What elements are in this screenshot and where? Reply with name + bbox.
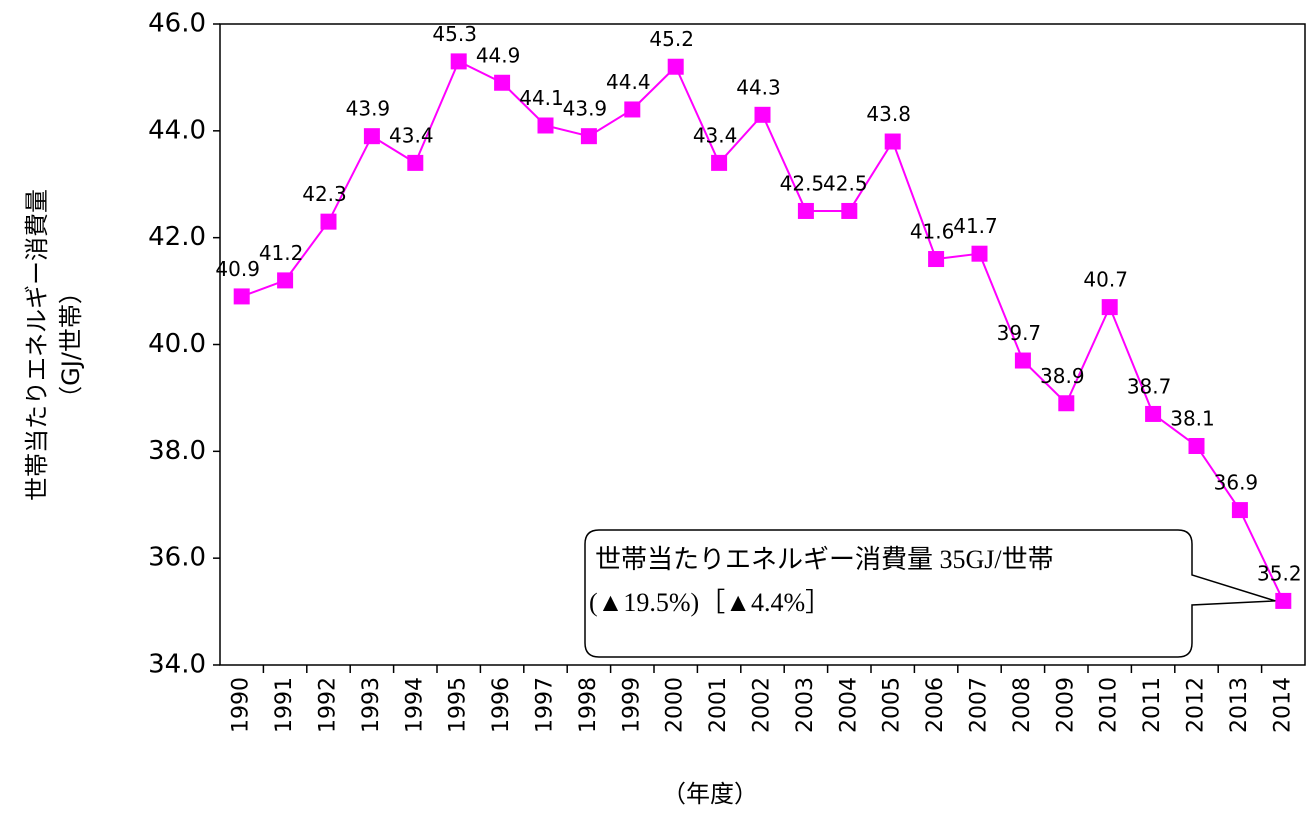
y-tick-label: 40.0 bbox=[148, 329, 206, 359]
marker bbox=[1231, 502, 1248, 519]
data-label: 44.1 bbox=[519, 86, 564, 110]
data-label: 40.7 bbox=[1083, 268, 1128, 292]
x-tick-label: 1995 bbox=[446, 677, 471, 733]
data-label: 45.2 bbox=[649, 27, 694, 51]
marker bbox=[754, 106, 771, 123]
x-tick-label: 2010 bbox=[1097, 677, 1122, 733]
marker bbox=[1275, 592, 1292, 609]
x-tick-label: 1999 bbox=[619, 677, 644, 733]
x-tick-label: 2007 bbox=[967, 677, 992, 733]
x-tick-label: 1996 bbox=[489, 677, 514, 733]
data-label: 40.9 bbox=[215, 257, 260, 281]
x-tick-label: 2008 bbox=[1010, 677, 1035, 733]
data-label: 45.3 bbox=[432, 22, 477, 46]
x-tick-label: 2000 bbox=[663, 677, 688, 733]
data-label: 39.7 bbox=[997, 321, 1042, 345]
data-label: 41.6 bbox=[910, 220, 955, 244]
marker bbox=[537, 117, 554, 134]
y-tick-label: 36.0 bbox=[148, 543, 206, 573]
x-tick-label: 1993 bbox=[359, 677, 384, 733]
marker bbox=[928, 251, 945, 268]
data-label: 43.4 bbox=[389, 123, 434, 147]
marker bbox=[1145, 405, 1162, 422]
x-tick-label: 2006 bbox=[923, 677, 948, 733]
marker bbox=[494, 74, 511, 91]
x-tick-label: 1998 bbox=[576, 677, 601, 733]
marker bbox=[1058, 395, 1075, 412]
data-label: 42.5 bbox=[780, 171, 825, 195]
data-label: 35.2 bbox=[1257, 561, 1302, 585]
x-tick-label: 1994 bbox=[402, 677, 427, 733]
data-label: 44.9 bbox=[476, 43, 521, 67]
x-tick-label: 2003 bbox=[793, 677, 818, 733]
data-label: 38.7 bbox=[1127, 374, 1172, 398]
x-tick-label: 1991 bbox=[272, 677, 297, 733]
marker bbox=[407, 154, 424, 171]
annotation: 世帯当たりエネルギー消費量 35GJ/世帯 bbox=[595, 545, 1054, 574]
marker bbox=[1188, 437, 1205, 454]
data-label: 44.4 bbox=[606, 70, 651, 94]
y-tick-label: 38.0 bbox=[148, 436, 206, 466]
data-label: 41.2 bbox=[259, 241, 304, 265]
marker bbox=[580, 128, 597, 145]
data-label: 44.3 bbox=[736, 75, 781, 99]
marker bbox=[1014, 352, 1031, 369]
data-label: 38.9 bbox=[1040, 364, 1085, 388]
marker bbox=[667, 58, 684, 75]
marker bbox=[277, 272, 294, 289]
x-tick-label: 1990 bbox=[229, 677, 254, 733]
x-tick-label: 2011 bbox=[1140, 677, 1165, 733]
marker bbox=[450, 53, 467, 70]
x-tick-label: 2005 bbox=[880, 677, 905, 733]
callout bbox=[584, 529, 1276, 658]
annotation: (▲19.5%)［▲4.4%］ bbox=[589, 588, 831, 617]
marker bbox=[711, 154, 728, 171]
marker bbox=[320, 213, 337, 230]
y-axis-label: （GJ/世帯） bbox=[57, 280, 85, 410]
marker bbox=[363, 128, 380, 145]
data-label: 43.9 bbox=[563, 97, 608, 121]
x-tick-label: 1992 bbox=[316, 677, 341, 733]
data-label: 43.8 bbox=[866, 102, 911, 126]
marker bbox=[971, 245, 988, 262]
data-label: 43.9 bbox=[346, 97, 391, 121]
x-axis-label: （年度） bbox=[662, 780, 758, 808]
x-tick-label: 1997 bbox=[533, 677, 558, 733]
y-axis-label: 世帯当たりエネルギー消費量 bbox=[23, 189, 51, 501]
marker bbox=[624, 101, 641, 118]
x-tick-label: 2009 bbox=[1053, 677, 1078, 733]
x-tick-label: 2001 bbox=[706, 677, 731, 733]
x-tick-label: 2013 bbox=[1227, 677, 1252, 733]
x-tick-label: 2014 bbox=[1270, 677, 1295, 733]
x-tick-label: 2004 bbox=[836, 677, 861, 733]
y-tick-label: 42.0 bbox=[148, 222, 206, 252]
y-tick-label: 44.0 bbox=[148, 115, 206, 145]
data-label: 42.5 bbox=[823, 171, 868, 195]
marker bbox=[233, 288, 250, 305]
marker bbox=[884, 133, 901, 150]
data-label: 42.3 bbox=[302, 182, 347, 206]
data-label: 43.4 bbox=[693, 123, 738, 147]
y-tick-label: 34.0 bbox=[148, 650, 206, 680]
data-label: 41.7 bbox=[953, 214, 998, 238]
data-label: 38.1 bbox=[1170, 406, 1215, 430]
data-label: 36.9 bbox=[1214, 471, 1259, 495]
marker bbox=[1101, 299, 1118, 316]
x-tick-label: 2012 bbox=[1184, 677, 1209, 733]
marker bbox=[841, 202, 858, 219]
x-tick-label: 2002 bbox=[750, 677, 775, 733]
marker bbox=[797, 202, 814, 219]
y-tick-label: 46.0 bbox=[148, 9, 206, 39]
